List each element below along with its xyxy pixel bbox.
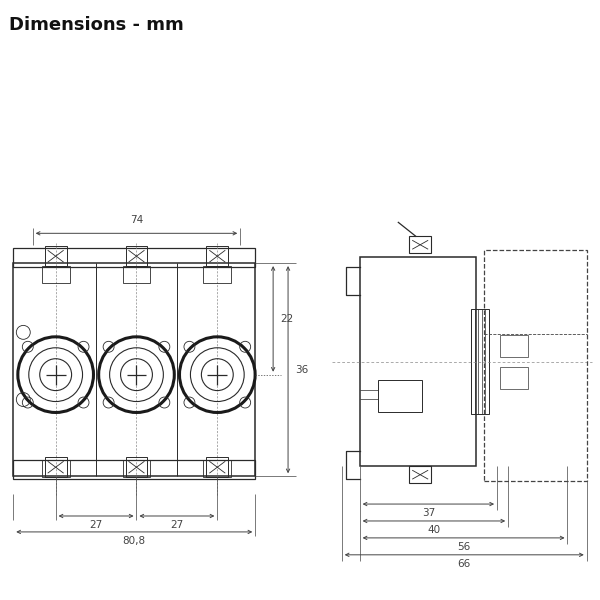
Text: 40: 40 bbox=[427, 525, 440, 535]
Bar bbox=[42, 266, 70, 283]
Bar bbox=[13, 248, 255, 267]
Text: 56: 56 bbox=[457, 542, 470, 552]
Bar bbox=[42, 460, 70, 477]
Bar bbox=[206, 457, 228, 477]
Bar bbox=[500, 335, 528, 357]
Bar bbox=[377, 380, 422, 412]
Bar bbox=[360, 257, 476, 466]
Bar bbox=[206, 246, 228, 266]
Text: 36: 36 bbox=[295, 365, 308, 374]
Bar bbox=[500, 367, 528, 389]
Bar bbox=[122, 460, 151, 477]
Bar bbox=[125, 246, 148, 266]
Bar bbox=[409, 236, 431, 253]
Text: 22: 22 bbox=[280, 314, 293, 324]
Text: 37: 37 bbox=[422, 508, 435, 518]
Bar bbox=[13, 263, 255, 476]
Text: 27: 27 bbox=[89, 520, 103, 530]
Bar bbox=[125, 457, 148, 477]
Text: Dimensions - mm: Dimensions - mm bbox=[10, 16, 184, 34]
Bar bbox=[409, 466, 431, 483]
Bar bbox=[203, 266, 231, 283]
Text: 66: 66 bbox=[458, 559, 471, 569]
Text: 27: 27 bbox=[170, 520, 184, 530]
Bar bbox=[203, 460, 231, 477]
Bar bbox=[45, 457, 67, 477]
Bar bbox=[484, 250, 587, 481]
Bar bbox=[13, 460, 255, 479]
Text: 80,8: 80,8 bbox=[123, 536, 146, 546]
Bar bbox=[471, 310, 489, 414]
Text: 74: 74 bbox=[130, 215, 143, 226]
Bar bbox=[45, 246, 67, 266]
Bar bbox=[122, 266, 151, 283]
